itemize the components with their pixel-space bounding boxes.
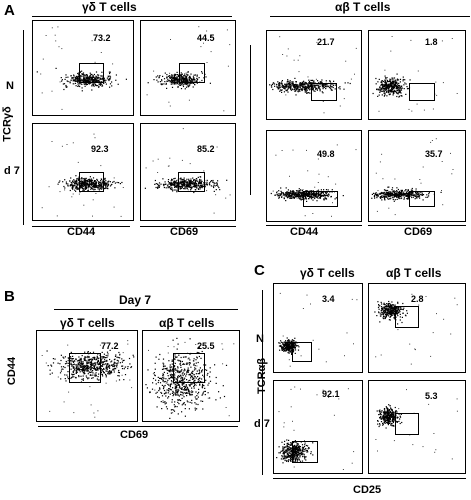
gate-box [292, 441, 318, 463]
x-axis-label-cd44: CD44 [67, 226, 96, 238]
panel-c-gd-header: γδ T cells [300, 266, 355, 280]
scatter-dots [36, 26, 127, 110]
plot-a-ab-cd44-n: 21.7 [266, 30, 362, 120]
gate-box [79, 63, 104, 83]
gate-percent: 2.8 [411, 294, 424, 304]
scatter-dots [372, 36, 458, 112]
gate-box [178, 172, 205, 192]
row-label-d7: d 7 [254, 418, 270, 430]
gate-percent: 1.8 [425, 37, 438, 47]
gate-box [179, 63, 205, 83]
gate-box [409, 83, 435, 101]
x-axis-label-cd69: CD69 [120, 429, 149, 441]
panel-b-day: Day 7 [119, 293, 152, 307]
row-label-n: N [256, 333, 264, 345]
plot-a-ab-cd69-n: 1.8 [368, 30, 466, 120]
x-axis-label-cd25: CD25 [353, 484, 382, 496]
plot-a-gd-cd69-n: 44.5 [140, 20, 236, 116]
gate-box [395, 413, 419, 435]
gate-percent: 21.7 [317, 37, 335, 47]
panel-c-ab-header: αβ T cells [386, 266, 442, 280]
scatter-dots [375, 389, 458, 460]
gate-box [79, 172, 104, 192]
gate-box [409, 191, 435, 207]
y-axis-arrow [262, 290, 263, 475]
gate-percent: 25.5 [197, 341, 215, 351]
scatter-dots [374, 293, 458, 365]
panel-a-ab-header: αβ T cells [335, 0, 391, 14]
panel-b-gd-header: γδ T cells [60, 316, 115, 330]
panel-a-label: A [4, 2, 15, 19]
y-axis-label-cd44: CD44 [6, 356, 19, 386]
plot-c-gd-d7: 92.1 [273, 380, 363, 474]
panel-a-gd-header: γδ T cells [82, 0, 137, 14]
plot-b-ab: 25.5 [142, 330, 240, 422]
scatter-dots [41, 133, 124, 217]
plot-a-gd-cd69-d7: 85.2 [140, 123, 236, 221]
x-axis-arrow [368, 225, 466, 226]
y-axis-arrow [23, 30, 24, 225]
x-axis-arrow [273, 478, 466, 479]
gate-percent: 44.5 [197, 33, 215, 43]
plot-c-ab-n: 2.8 [368, 283, 466, 373]
x-axis-label-cd69: CD69 [170, 226, 199, 238]
scatter-dots [278, 292, 358, 367]
gate-box [292, 342, 312, 362]
gate-percent: 49.8 [317, 149, 335, 159]
gate-box [395, 306, 419, 328]
plot-c-gd-n: 3.4 [273, 283, 363, 373]
header-line [270, 16, 470, 17]
plot-a-ab-cd69-d7: 35.7 [368, 130, 466, 222]
scatter-dots [145, 337, 235, 419]
x-axis-label-cd44: CD44 [290, 226, 319, 238]
scatter-dots [144, 128, 231, 214]
header-line [32, 16, 232, 17]
x-axis-label-cd69: CD69 [404, 226, 433, 238]
scatter-dots [269, 36, 357, 114]
gate-box [173, 353, 205, 383]
gate-box [69, 353, 101, 383]
x-axis-arrow [266, 225, 362, 226]
plot-a-ab-cd44-d7: 49.8 [266, 130, 362, 222]
gate-box [311, 83, 337, 101]
gate-percent: 5.3 [425, 391, 438, 401]
panel-b-ab-header: αβ T cells [159, 316, 215, 330]
row-label-d7: d 7 [4, 165, 20, 177]
gate-percent: 85.2 [197, 144, 215, 154]
plot-b-gd: 77.2 [36, 330, 138, 422]
x-axis-arrow [140, 226, 236, 227]
y-axis-label: TCRγδ [1, 106, 14, 142]
gate-percent: 73.2 [93, 33, 111, 43]
plot-a-gd-cd44-n: 73.2 [32, 20, 134, 116]
scatter-dots [276, 386, 355, 470]
gate-box [303, 191, 338, 207]
x-axis-arrow [32, 226, 130, 227]
x-axis-arrow [38, 426, 238, 427]
plot-c-ab-d7: 5.3 [368, 380, 466, 474]
panel-b-label: B [4, 288, 15, 305]
divider-line [250, 45, 251, 195]
gate-percent: 77.2 [101, 341, 119, 351]
gate-percent: 92.1 [322, 389, 340, 399]
gate-percent: 35.7 [425, 149, 443, 159]
scatter-dots [270, 144, 357, 217]
row-label-n: N [6, 80, 14, 92]
scatter-dots [371, 138, 454, 216]
panel-c-label: C [254, 262, 265, 279]
gate-percent: 92.3 [91, 144, 109, 154]
gate-percent: 3.4 [322, 294, 335, 304]
header-line [54, 309, 238, 310]
plot-a-gd-cd44-d7: 92.3 [32, 123, 134, 221]
